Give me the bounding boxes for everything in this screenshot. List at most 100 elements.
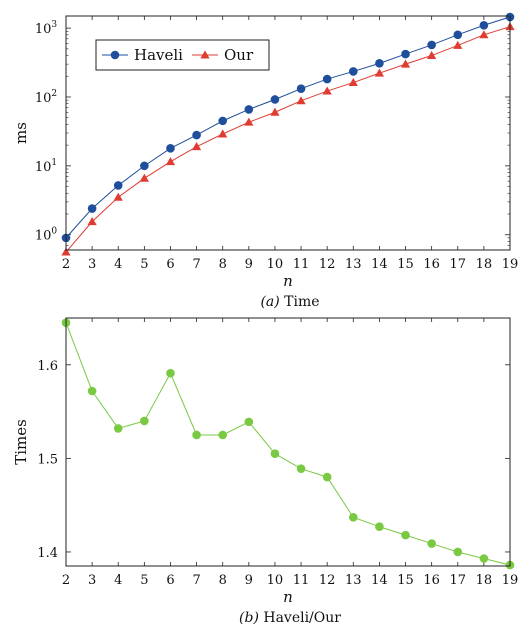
x-tick-label: 17: [449, 257, 466, 272]
y-tick-label: 102: [35, 89, 57, 106]
data-point-our: [348, 77, 358, 87]
x-tick-label: 14: [371, 257, 388, 272]
y-tick-base: 10: [35, 91, 52, 106]
x-tick-label: 17: [449, 573, 466, 588]
panel-b-ratio: 2 3 4 5 6 7 8 9 10 11 12 13 14 15 16 17 18 19 1.4 1.5 1.6 n…: [12, 317, 518, 626]
y-tick-base: 10: [35, 160, 52, 175]
panel-b-x-tick-labels: 2 3 4 5 6 7 8 9 10 11 12 13 14 15 16 17 18 19: [62, 573, 518, 588]
series-line-haveli: [65, 16, 511, 239]
data-point-haveli: [427, 40, 436, 50]
x-tick-label: 11: [293, 573, 310, 588]
panel-b-ticks: [65, 318, 511, 566]
x-tick-label: 9: [245, 573, 253, 588]
x-tick-label: 5: [140, 573, 148, 588]
legend-marker-haveli: [110, 50, 120, 60]
x-tick-label: 18: [476, 257, 493, 272]
data-point-haveli: [244, 105, 254, 114]
data-point-ratio: [192, 430, 201, 440]
data-point-haveli: [479, 20, 489, 30]
data-point-our: [191, 142, 202, 151]
legend-marker-our: [200, 50, 210, 59]
x-tick-label: 4: [114, 257, 122, 272]
x-tick-label: 5: [140, 257, 148, 272]
data-point-haveli: [296, 84, 306, 93]
x-tick-label: 3: [88, 573, 96, 588]
y-tick-exponent: 2: [51, 89, 57, 99]
data-point-ratio: [113, 424, 123, 433]
legend-label-haveli: Haveli: [134, 46, 183, 64]
panel-a-legend: Haveli Our: [95, 39, 270, 71]
data-point-our: [61, 247, 71, 256]
data-point-haveli: [87, 204, 97, 213]
y-tick-label: 101: [35, 158, 57, 175]
panel-b-plot-frame: [65, 317, 511, 567]
data-point-ratio: [479, 554, 489, 563]
panel-a-plot-frame: [65, 15, 511, 251]
x-tick-label: 10: [267, 573, 284, 588]
data-point-haveli: [140, 161, 149, 171]
data-point-ratio: [218, 430, 228, 440]
panel-b-y-axis-label: Times: [12, 419, 30, 465]
data-point-our: [244, 117, 254, 126]
data-point-our: [322, 86, 332, 95]
data-point-ratio: [166, 368, 175, 378]
panel-b-x-axis-label: n: [283, 588, 293, 606]
series-line-ratio: [65, 322, 511, 566]
panel-a-x-axis-label: n: [283, 272, 293, 290]
x-tick-label: 12: [319, 257, 336, 272]
x-tick-label: 19: [502, 573, 519, 588]
data-point-ratio: [453, 547, 463, 557]
data-point-our: [296, 96, 306, 105]
x-tick-label: 8: [219, 257, 227, 272]
data-point-our: [165, 157, 176, 166]
x-tick-label: 13: [345, 573, 362, 588]
panel-b-caption: (b) Haveli/Our: [239, 610, 341, 626]
data-point-ratio: [348, 513, 358, 522]
data-point-our: [453, 40, 463, 49]
data-point-ratio: [87, 386, 97, 396]
panel-b-series: [61, 318, 515, 570]
x-tick-label: 7: [192, 257, 200, 272]
panel-a-y-axis-label: ms: [12, 122, 30, 144]
data-point-our: [218, 129, 228, 138]
x-tick-label: 8: [219, 573, 227, 588]
data-point-haveli: [375, 59, 384, 68]
y-tick-base: 10: [35, 22, 52, 37]
panel-a-caption-label: (a): [260, 294, 279, 310]
panel-a-x-tick-labels: 2 3 4 5 6 7 8 9 10 11 12 13 14 15 16 17 18 19: [62, 257, 518, 272]
data-point-our: [400, 59, 411, 68]
panel-a-time: 2 3 4 5 6 7 8 9 10 11 12 13 14 15 16 17 18 19 10010110210…: [12, 12, 518, 310]
data-point-ratio: [375, 522, 384, 531]
data-point-our: [139, 173, 149, 182]
x-tick-label: 12: [319, 573, 336, 588]
data-point-our: [113, 192, 123, 201]
data-point-ratio: [322, 472, 332, 482]
x-tick-label: 11: [293, 257, 310, 272]
y-tick-exponent: 1: [51, 158, 57, 168]
x-tick-label: 4: [114, 573, 122, 588]
panel-a-caption-text: Time: [280, 294, 320, 310]
x-tick-label: 13: [345, 257, 362, 272]
y-tick-label: 1.4: [37, 546, 58, 561]
data-point-ratio: [270, 449, 280, 458]
x-tick-label: 14: [371, 573, 388, 588]
x-tick-label: 6: [166, 257, 174, 272]
y-tick-base: 10: [35, 229, 52, 244]
x-tick-label: 7: [192, 573, 200, 588]
panel-a-caption: (a) Time: [260, 294, 319, 310]
x-tick-label: 2: [62, 573, 70, 588]
panel-b-caption-text: Haveli/Our: [259, 610, 341, 626]
x-tick-label: 9: [245, 257, 253, 272]
data-point-haveli: [218, 116, 228, 126]
data-point-ratio: [296, 464, 306, 473]
y-tick-exponent: 0: [51, 227, 57, 237]
data-point-ratio: [140, 416, 149, 426]
x-tick-label: 15: [397, 573, 414, 588]
x-tick-label: 16: [423, 573, 440, 588]
x-tick-label: 19: [502, 257, 519, 272]
data-point-haveli: [113, 181, 123, 190]
data-point-our: [479, 30, 489, 39]
data-point-our: [87, 217, 97, 226]
